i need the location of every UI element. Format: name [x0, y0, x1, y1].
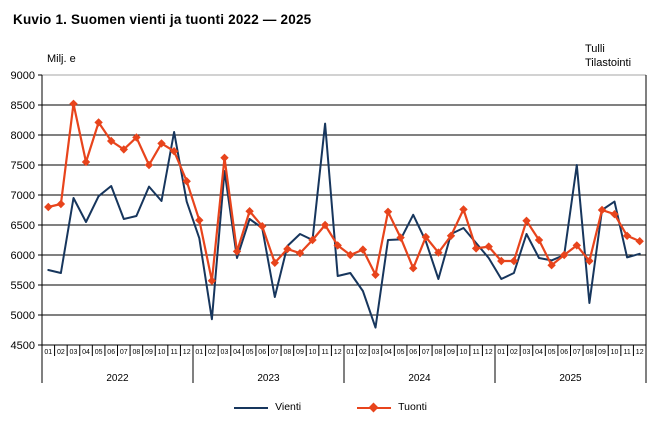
tuonti-diamond-marker-sample	[368, 402, 379, 412]
month-tick-label: 11	[472, 349, 479, 356]
month-tick-label: 06	[409, 349, 417, 356]
month-tick-label: 10	[460, 349, 468, 356]
month-tick-label: 05	[246, 349, 254, 356]
month-tick-label: 06	[258, 349, 266, 356]
month-tick-label: 03	[372, 349, 380, 356]
month-tick-label: 02	[57, 349, 65, 356]
month-tick-label: 06	[107, 349, 115, 356]
month-tick-label: 04	[384, 349, 392, 356]
year-label: 2025	[559, 373, 582, 384]
y-tick-label: 6000	[11, 250, 35, 262]
vienti-line-swatch	[234, 403, 269, 412]
month-tick-label: 11	[170, 349, 177, 356]
month-tick-label: 04	[535, 349, 543, 356]
y-tick-label: 5500	[11, 280, 35, 292]
page-title: Kuvio 1. Suomen vienti ja tuonti 2022 — …	[13, 12, 312, 27]
year-label: 2024	[408, 373, 431, 384]
month-tick-label: 07	[573, 349, 581, 356]
month-tick-label: 09	[145, 349, 153, 356]
y-tick-label: 8000	[11, 130, 35, 142]
source-line-2: Tilastointi	[585, 57, 632, 69]
source-line-1: Tulli	[585, 43, 605, 55]
tuonti-diamond-markers	[44, 99, 644, 285]
y-tick-label: 5000	[11, 310, 35, 322]
month-tick-label: 07	[120, 349, 128, 356]
month-tick-label: 02	[208, 349, 216, 356]
month-tick-label: 12	[485, 349, 493, 356]
month-tick-label: 03	[70, 349, 78, 356]
y-tick-label: 9000	[11, 70, 35, 82]
year-label: 2023	[257, 373, 280, 384]
legend-item-tuonti: Tuonti	[357, 401, 427, 413]
legend-item-vienti: Vienti	[234, 401, 301, 413]
y-tick-label: 4500	[11, 340, 35, 352]
month-tick-label: 01	[497, 349, 505, 356]
month-tick-label: 08	[132, 349, 140, 356]
month-tick-label: 05	[95, 349, 103, 356]
month-tick-label: 11	[321, 349, 328, 356]
year-label: 2022	[106, 373, 129, 384]
month-tick-label: 07	[271, 349, 279, 356]
month-tick-label: 01	[195, 349, 203, 356]
y-tick-label: 7000	[11, 190, 35, 202]
month-tick-label: 09	[447, 349, 455, 356]
month-tick-label: 01	[44, 349, 52, 356]
tuonti-line-swatch	[357, 402, 392, 412]
y-axis-unit-label: Milj. e	[47, 53, 76, 65]
month-tick-label: 04	[82, 349, 90, 356]
month-tick-label: 07	[422, 349, 430, 356]
month-tick-label: 10	[611, 349, 619, 356]
month-tick-label: 06	[560, 349, 568, 356]
vienti-line	[47, 122, 641, 329]
month-tick-label: 09	[296, 349, 304, 356]
y-tick-label: 7500	[11, 160, 35, 172]
month-tick-label: 12	[636, 349, 644, 356]
month-tick-label: 12	[334, 349, 342, 356]
legend-label-tuonti: Tuonti	[398, 401, 427, 413]
month-tick-label: 05	[397, 349, 405, 356]
month-tick-label: 02	[510, 349, 518, 356]
month-tick-label: 10	[158, 349, 166, 356]
month-tick-label: 09	[598, 349, 606, 356]
month-tick-label: 08	[434, 349, 442, 356]
legend: Vienti Tuonti	[0, 401, 661, 413]
month-tick-label: 08	[585, 349, 593, 356]
month-tick-label: 04	[233, 349, 241, 356]
month-tick-label: 12	[183, 349, 191, 356]
source-attribution: Tulli Tilastointi	[585, 42, 631, 70]
month-tick-label: 03	[523, 349, 531, 356]
y-tick-label: 8500	[11, 100, 35, 112]
month-tick-label: 02	[359, 349, 367, 356]
month-tick-label: 11	[623, 349, 630, 356]
tuonti-line	[47, 102, 641, 282]
month-tick-label: 03	[221, 349, 229, 356]
month-tick-label: 10	[309, 349, 317, 356]
y-tick-label: 6500	[11, 220, 35, 232]
vienti-line-sample	[234, 406, 269, 409]
month-tick-label: 05	[548, 349, 556, 356]
month-tick-label: 08	[283, 349, 291, 356]
legend-label-vienti: Vienti	[275, 401, 302, 413]
month-tick-label: 01	[346, 349, 354, 356]
